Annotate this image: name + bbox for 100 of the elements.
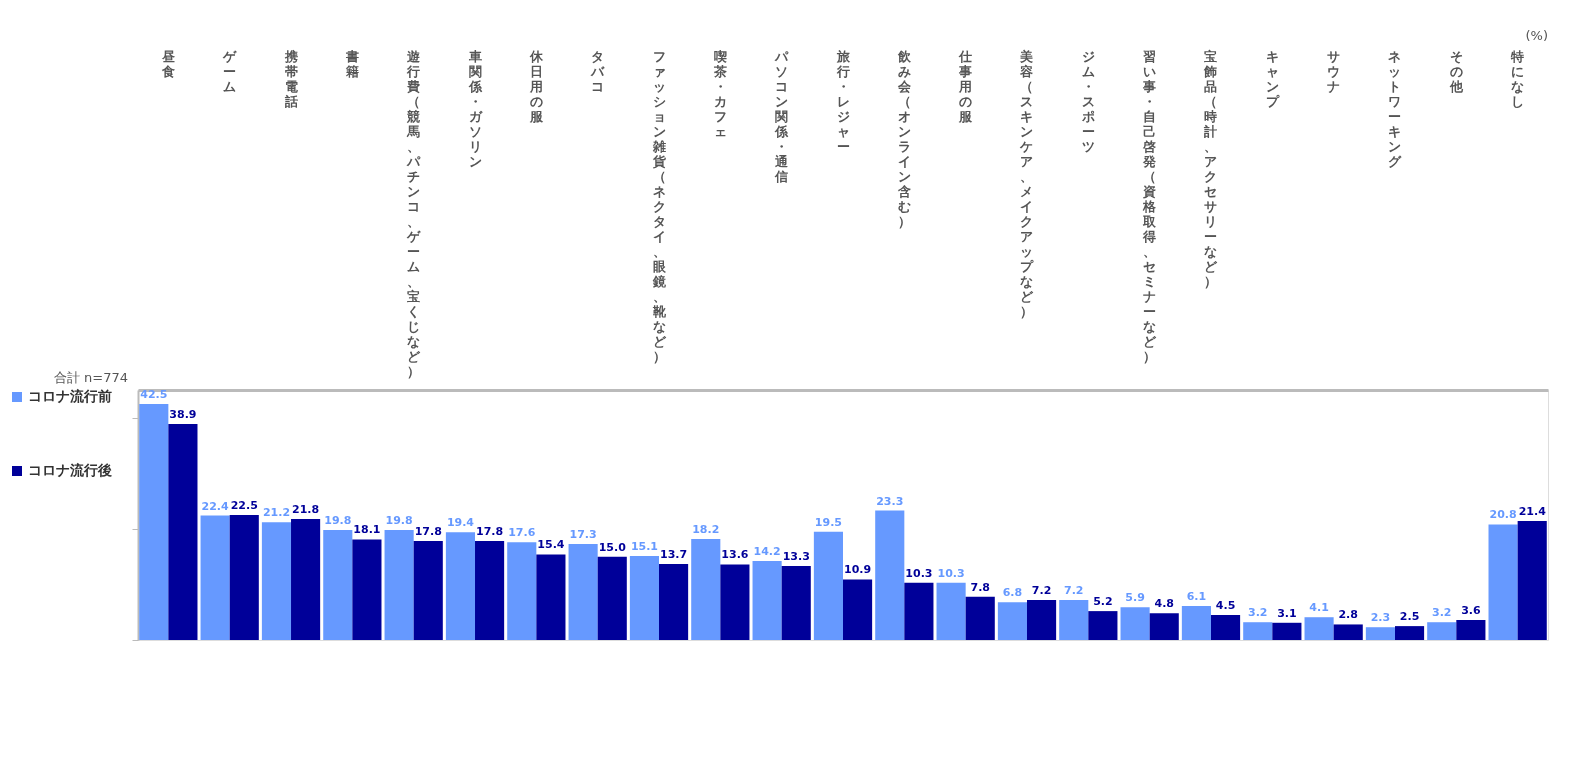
text: (%) xyxy=(1525,28,1548,43)
legend-label: コロナ流行前 xyxy=(28,388,112,404)
x-tick-label: 携帯電話 xyxy=(283,48,298,109)
data-label: 3.6 xyxy=(1461,604,1481,617)
bar xyxy=(1304,617,1334,640)
bar xyxy=(659,563,689,640)
data-label: 19.8 xyxy=(385,514,413,527)
bar xyxy=(752,561,782,640)
data-label: 18.2 xyxy=(692,522,720,536)
category-label: パソコン関係・通信 xyxy=(775,48,789,184)
bar xyxy=(720,564,750,640)
data-label: 4.8 xyxy=(1154,597,1174,611)
data-label: 13.7 xyxy=(660,547,688,561)
category-label: 遊行費（競馬、パチンコ、ゲーム、宝くじなど） xyxy=(407,48,421,379)
x-tick-label: 休日用の服 xyxy=(528,48,544,124)
bar xyxy=(1088,611,1118,640)
bar xyxy=(936,582,966,640)
bar xyxy=(1517,521,1547,640)
bar xyxy=(597,556,627,640)
data-label: 5.9 xyxy=(1125,591,1145,605)
bar xyxy=(1456,620,1486,640)
x-tick-label: 旅行・レジャー xyxy=(835,48,851,154)
bar xyxy=(475,541,505,640)
data-label: 7.2 xyxy=(1031,584,1052,597)
data-label: 17.6 xyxy=(508,526,536,540)
legend-label: コロナ流行後 xyxy=(28,462,112,478)
data-label: 6.1 xyxy=(1186,590,1207,604)
bar xyxy=(1059,600,1089,640)
category-label: 飲み会（オンライン含む） xyxy=(897,48,911,229)
data-label: 4.1 xyxy=(1309,601,1329,615)
bar xyxy=(1210,615,1241,640)
data-label: 23.3 xyxy=(876,494,904,508)
bar xyxy=(691,538,721,640)
data-label: 3.2 xyxy=(1248,606,1268,620)
bar xyxy=(1488,524,1518,640)
bar xyxy=(168,423,198,640)
data-label: 18.1 xyxy=(353,523,381,537)
bar xyxy=(965,596,995,640)
data-label: 17.8 xyxy=(476,525,504,539)
bar xyxy=(323,530,353,640)
x-tick-label: ゲーム xyxy=(222,48,238,94)
x-tick-label: タバコ xyxy=(590,48,606,94)
data-label: 15.0 xyxy=(598,540,627,554)
data-label: 13.6 xyxy=(721,548,749,562)
data-label: 19.8 xyxy=(324,514,352,527)
bar xyxy=(1181,606,1211,640)
bar xyxy=(384,530,414,640)
data-label: 13.3 xyxy=(782,550,810,564)
bar xyxy=(629,556,660,640)
data-label: 22.5 xyxy=(230,499,258,512)
data-label: 7.2 xyxy=(1064,584,1084,597)
x-tick-label: 喫茶・カフェ xyxy=(712,48,727,139)
data-label: 3.2 xyxy=(1431,606,1452,620)
bar xyxy=(200,515,230,640)
bar xyxy=(445,532,476,640)
data-label: 22.4 xyxy=(201,499,230,513)
x-tick-label: 特になし xyxy=(1510,48,1525,109)
bar xyxy=(507,542,537,640)
bar xyxy=(413,541,443,640)
data-label: 14.2 xyxy=(753,545,781,559)
bar xyxy=(813,531,843,640)
x-tick-label: ジム・スポーツ xyxy=(1080,48,1095,154)
bar xyxy=(904,582,934,640)
bar xyxy=(997,602,1027,640)
bar xyxy=(1427,622,1457,640)
data-label: 3.1 xyxy=(1277,606,1297,620)
bar xyxy=(1272,622,1302,640)
x-tick-label: 昼食 xyxy=(160,48,175,79)
bar xyxy=(1120,607,1150,640)
x-tick-label: ネットワーキング xyxy=(1388,48,1403,169)
data-label: 15.4 xyxy=(537,538,565,552)
x-tick-label: キャンプ xyxy=(1265,48,1280,109)
bar xyxy=(352,539,382,640)
bar xyxy=(261,522,292,640)
x-tick-label: 書籍 xyxy=(344,48,359,79)
x-tick-label: その他 xyxy=(1448,48,1464,94)
data-label: 10.3 xyxy=(937,566,965,580)
bar xyxy=(229,515,259,640)
data-label: 7.8 xyxy=(970,580,990,594)
bar xyxy=(1149,613,1179,640)
data-label: 15.1 xyxy=(630,540,659,554)
data-label: 10.3 xyxy=(905,566,933,580)
data-label: 2.5 xyxy=(1399,610,1420,624)
data-label: 2.8 xyxy=(1338,608,1358,622)
x-tick-label: 車関係・ガソリン xyxy=(467,48,483,169)
bar xyxy=(291,518,321,640)
data-label: 17.3 xyxy=(569,527,597,541)
bar xyxy=(1333,624,1363,640)
data-label: 5.2 xyxy=(1093,595,1113,609)
x-tick-label: サウナ xyxy=(1327,48,1341,94)
data-label: 21.4 xyxy=(1518,505,1547,519)
bar xyxy=(875,510,905,640)
x-tick-label: 仕事用の服 xyxy=(958,48,974,124)
category-label: 宝飾品（時計、アクセサリーなど） xyxy=(1204,48,1218,289)
data-label: 19.4 xyxy=(446,516,475,530)
data-label: 42.5 xyxy=(140,387,168,401)
data-label: 17.8 xyxy=(414,525,442,539)
data-label: 20.8 xyxy=(1489,508,1517,522)
data-label: 4.5 xyxy=(1215,599,1236,612)
bar xyxy=(1243,622,1273,640)
